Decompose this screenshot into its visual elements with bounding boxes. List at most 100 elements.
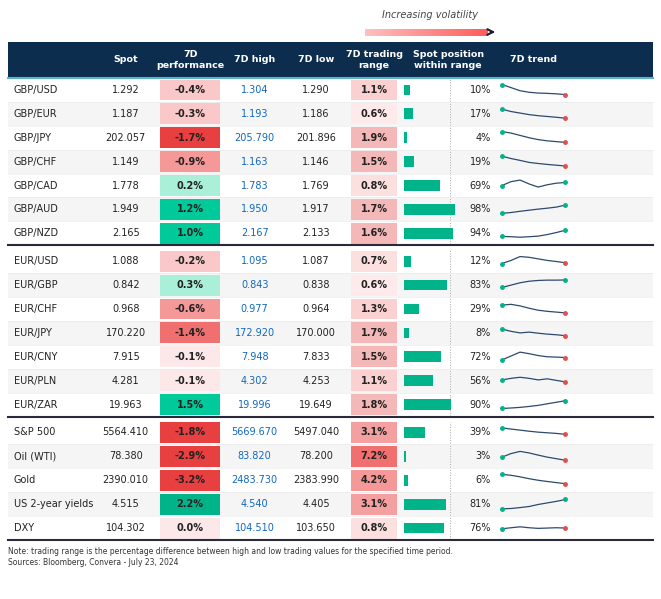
Text: 0.7%: 0.7%: [360, 256, 387, 266]
Text: 7.915: 7.915: [112, 352, 139, 362]
Bar: [408, 29, 410, 35]
Bar: [484, 29, 486, 35]
Bar: [350, 175, 397, 196]
Text: 104.302: 104.302: [106, 523, 145, 533]
Bar: [8, 345, 653, 369]
Bar: [365, 29, 367, 35]
Bar: [474, 29, 476, 35]
Bar: [405, 399, 451, 410]
Text: 3.1%: 3.1%: [360, 499, 387, 509]
Bar: [404, 29, 406, 35]
Bar: [405, 304, 419, 314]
Bar: [8, 516, 653, 540]
Bar: [441, 29, 443, 35]
Bar: [405, 499, 446, 510]
Bar: [459, 29, 461, 35]
Bar: [471, 29, 474, 35]
Bar: [350, 494, 397, 515]
Text: 12%: 12%: [469, 256, 491, 266]
Text: 4%: 4%: [476, 133, 491, 143]
Text: 2.167: 2.167: [241, 228, 268, 238]
Bar: [406, 29, 408, 35]
Bar: [387, 29, 389, 35]
Bar: [405, 451, 406, 462]
Bar: [455, 29, 457, 35]
Text: 2383.990: 2383.990: [293, 475, 339, 485]
Text: 1.5%: 1.5%: [176, 400, 204, 410]
Bar: [8, 492, 653, 516]
Bar: [8, 249, 653, 273]
Bar: [350, 199, 397, 220]
Text: -3.2%: -3.2%: [175, 475, 206, 485]
Bar: [418, 29, 420, 35]
Bar: [412, 29, 414, 35]
Text: 78.380: 78.380: [109, 452, 143, 461]
Text: 4.302: 4.302: [241, 376, 268, 386]
Text: S&P 500: S&P 500: [14, 428, 56, 437]
Text: 5669.670: 5669.670: [231, 428, 278, 437]
Text: 7D
performance: 7D performance: [156, 50, 224, 70]
Bar: [392, 29, 394, 35]
Bar: [161, 494, 220, 515]
Text: 19.963: 19.963: [109, 400, 143, 410]
Text: 1.2%: 1.2%: [176, 204, 204, 214]
Bar: [8, 392, 653, 416]
Text: -0.1%: -0.1%: [175, 352, 206, 362]
Text: 29%: 29%: [469, 304, 491, 314]
Bar: [447, 29, 449, 35]
Text: 1.290: 1.290: [302, 85, 330, 95]
Bar: [405, 108, 413, 119]
Bar: [161, 322, 220, 343]
Text: 17%: 17%: [469, 109, 491, 119]
Text: 90%: 90%: [469, 400, 491, 410]
Text: 0.843: 0.843: [241, 280, 268, 290]
Bar: [381, 29, 383, 35]
Bar: [371, 29, 373, 35]
Text: 1.149: 1.149: [112, 156, 139, 167]
Text: 0.2%: 0.2%: [176, 180, 204, 190]
Bar: [405, 228, 453, 238]
Bar: [161, 298, 220, 319]
Bar: [405, 352, 442, 362]
Bar: [350, 298, 397, 319]
Text: 0.964: 0.964: [302, 304, 330, 314]
Bar: [437, 29, 439, 35]
Bar: [476, 29, 478, 35]
Text: 72%: 72%: [469, 352, 491, 362]
Text: 201.896: 201.896: [296, 133, 336, 143]
Bar: [424, 29, 426, 35]
Text: 1.292: 1.292: [112, 85, 139, 95]
Text: 1.087: 1.087: [302, 256, 330, 266]
Bar: [350, 151, 397, 172]
Text: EUR/PLN: EUR/PLN: [14, 376, 56, 386]
Text: Increasing volatility: Increasing volatility: [382, 10, 478, 20]
Bar: [350, 518, 397, 539]
Bar: [480, 29, 482, 35]
Text: 4.515: 4.515: [112, 499, 139, 509]
Bar: [478, 29, 480, 35]
Bar: [379, 29, 381, 35]
Text: 19%: 19%: [469, 156, 491, 167]
Text: 7D trend: 7D trend: [510, 56, 557, 65]
Text: 1.783: 1.783: [241, 180, 268, 190]
Bar: [161, 199, 220, 220]
Bar: [8, 42, 653, 78]
Bar: [461, 29, 463, 35]
Bar: [8, 150, 653, 174]
Bar: [400, 29, 402, 35]
Text: 0.968: 0.968: [112, 304, 139, 314]
Text: 205.790: 205.790: [235, 133, 275, 143]
Text: EUR/ZAR: EUR/ZAR: [14, 400, 58, 410]
Bar: [350, 322, 397, 343]
Text: 83%: 83%: [469, 280, 491, 290]
Text: 19.996: 19.996: [238, 400, 272, 410]
Text: 1.5%: 1.5%: [360, 352, 387, 362]
Bar: [8, 297, 653, 321]
Bar: [350, 128, 397, 148]
Text: -0.4%: -0.4%: [175, 85, 206, 95]
Text: GBP/JPY: GBP/JPY: [14, 133, 52, 143]
Bar: [161, 128, 220, 148]
Bar: [161, 80, 220, 101]
Bar: [467, 29, 469, 35]
Text: 39%: 39%: [469, 428, 491, 437]
